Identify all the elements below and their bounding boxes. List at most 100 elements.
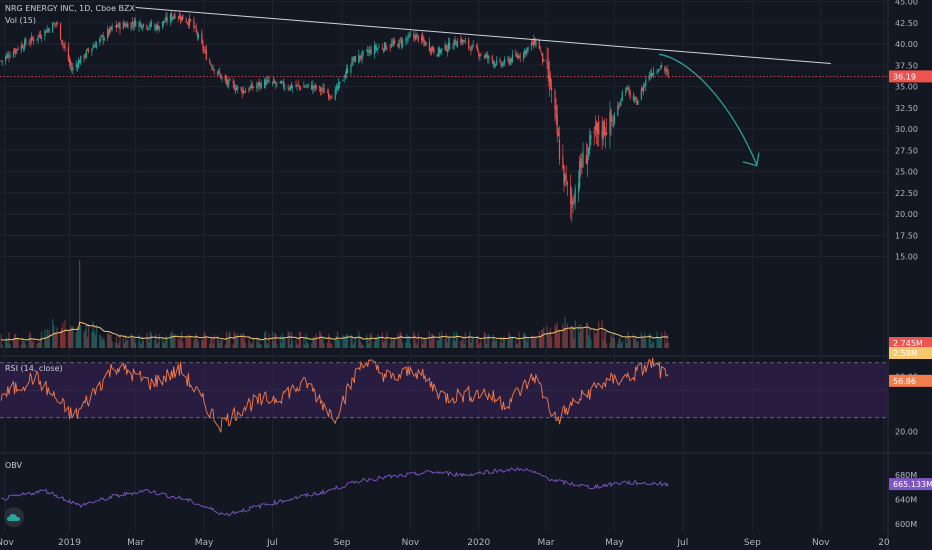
obv-pane[interactable] xyxy=(1,467,669,517)
volume-bar xyxy=(483,331,485,348)
tradingview-logo[interactable] xyxy=(4,507,24,527)
volume-bar xyxy=(313,336,315,348)
candle-body xyxy=(510,58,512,63)
candle-body xyxy=(292,86,294,88)
volume-bar xyxy=(289,344,291,348)
candle-body xyxy=(350,66,352,73)
candle-body xyxy=(580,158,582,168)
rsi-pane[interactable] xyxy=(0,357,888,434)
candle-body xyxy=(610,110,612,122)
candle-body xyxy=(158,26,160,31)
volume-bar xyxy=(311,343,313,348)
volume-bar xyxy=(570,326,572,348)
volume-bar xyxy=(292,340,294,348)
candle-body xyxy=(101,35,103,37)
volume-bar xyxy=(64,319,66,348)
volume-bar xyxy=(511,336,513,348)
candle-body xyxy=(188,17,191,26)
volume-bar xyxy=(233,331,235,348)
volume-bar xyxy=(597,330,599,348)
volume-bar xyxy=(429,340,432,348)
volume-bar xyxy=(373,341,376,348)
candle-body xyxy=(135,20,137,27)
candle-body xyxy=(102,34,104,41)
volume-bar xyxy=(477,335,479,348)
candle-body xyxy=(577,183,580,193)
candle-body xyxy=(17,48,19,50)
price-tick-label: 15.00 xyxy=(895,253,918,262)
volume-bar xyxy=(218,339,220,348)
candle-body xyxy=(429,49,432,52)
volume-bar xyxy=(122,337,124,348)
candle-body xyxy=(127,23,129,29)
candle-body xyxy=(484,55,487,58)
volume-bar xyxy=(185,336,187,348)
volume-bar xyxy=(124,334,127,348)
volume-bar xyxy=(530,335,533,348)
candle-body xyxy=(666,69,668,73)
candle-body xyxy=(468,39,470,47)
volume-bar xyxy=(210,338,212,348)
volume-bar xyxy=(667,342,669,348)
price-tick-label: 20.00 xyxy=(895,210,918,219)
volume-bar xyxy=(645,339,647,348)
candle-body xyxy=(597,123,599,133)
volume-bar xyxy=(604,331,607,348)
volume-bar xyxy=(170,331,173,348)
volume-bar xyxy=(44,329,46,348)
volume-bar xyxy=(461,340,463,348)
candle-body xyxy=(107,29,109,38)
candle-body xyxy=(462,40,464,43)
candle-body xyxy=(626,87,628,91)
resistance-trendline[interactable] xyxy=(135,6,831,65)
x-tick-label: Nov xyxy=(812,538,830,548)
volume-bar xyxy=(469,331,471,348)
volume-bar xyxy=(133,337,136,348)
price-pane[interactable] xyxy=(0,6,888,223)
candle-body xyxy=(133,20,136,26)
candle-body xyxy=(272,80,275,83)
volume-bar xyxy=(193,339,195,348)
volume-bar xyxy=(381,332,383,348)
volume-bar xyxy=(161,337,164,348)
volume-bar xyxy=(460,340,462,348)
volume-bar xyxy=(657,337,659,348)
candle-body xyxy=(179,16,182,21)
volume-bar xyxy=(237,333,239,348)
projection-arrow[interactable] xyxy=(659,53,758,165)
volume-bar xyxy=(352,344,354,348)
volume-bar xyxy=(288,331,290,348)
volume-bar xyxy=(335,335,337,348)
candle-body xyxy=(603,121,605,136)
volume-bar xyxy=(188,338,191,348)
volume-bar xyxy=(204,333,206,348)
volume-bar xyxy=(351,336,353,348)
candle-body xyxy=(77,60,80,68)
candle-body xyxy=(224,75,226,81)
volume-bar xyxy=(582,327,584,348)
volume-bar xyxy=(370,333,372,348)
candle-body xyxy=(318,86,321,89)
candle-body xyxy=(422,36,424,41)
volume-bar xyxy=(433,335,435,348)
candle-body xyxy=(483,55,485,58)
candle-body xyxy=(235,87,238,91)
candle-body xyxy=(463,41,465,43)
volume-bar xyxy=(126,340,128,348)
candle-body xyxy=(515,53,517,56)
volume-bar xyxy=(666,334,668,348)
volume-bar xyxy=(0,334,2,348)
x-tick-label: Mar xyxy=(127,538,144,548)
volume-bar xyxy=(376,337,378,348)
volume-bar xyxy=(234,333,237,348)
candle-body xyxy=(181,16,183,22)
candle-body xyxy=(420,36,423,41)
volume-bar xyxy=(5,339,7,348)
candle-body xyxy=(508,58,510,64)
volume-bar xyxy=(369,334,371,348)
candle-body xyxy=(441,48,443,51)
candle-body xyxy=(327,92,330,97)
candle-body xyxy=(491,56,493,61)
